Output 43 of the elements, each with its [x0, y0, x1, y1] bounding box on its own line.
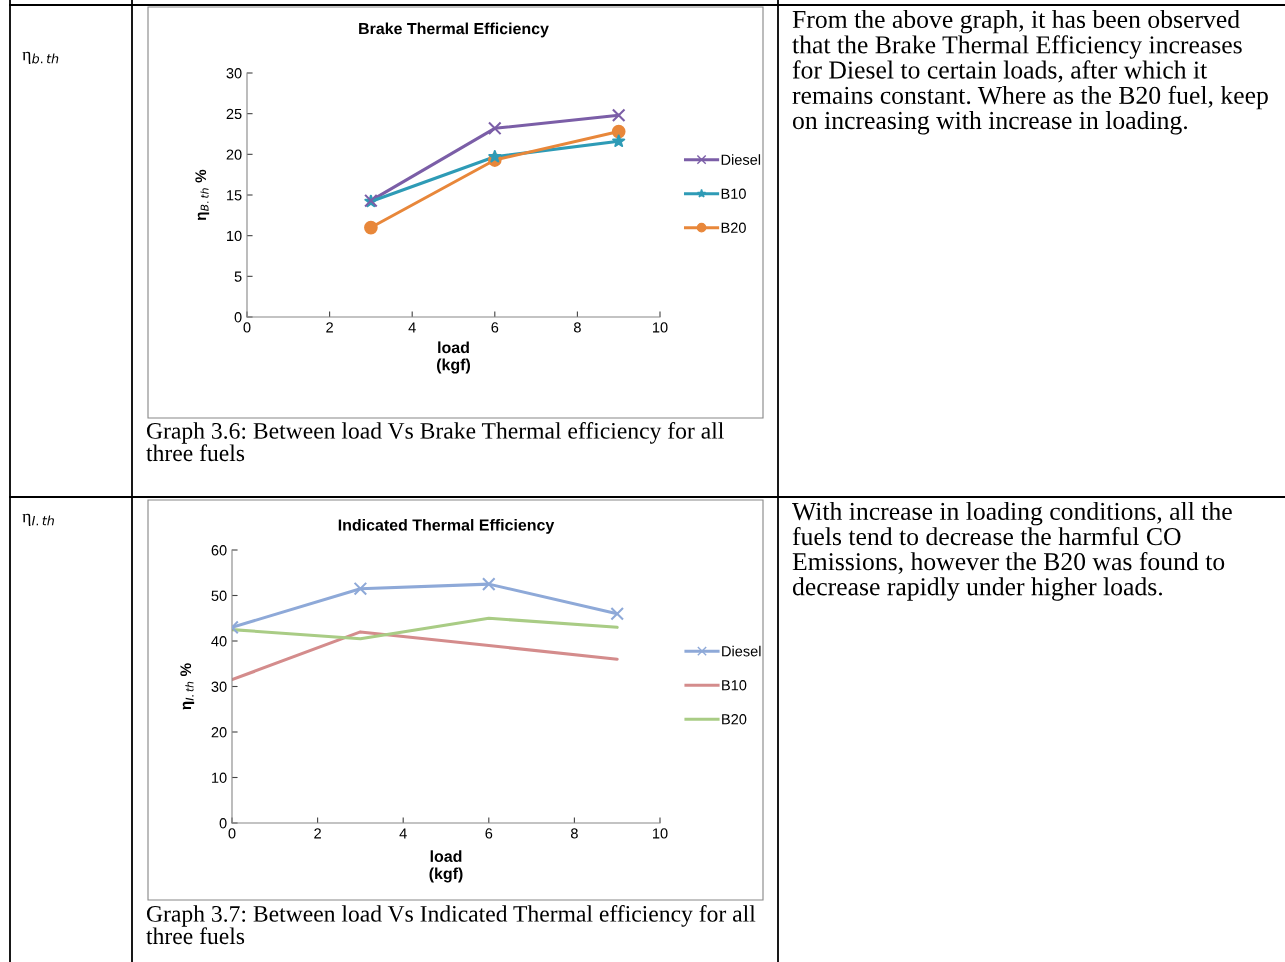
x-tick-label: 4: [399, 828, 407, 839]
x-axis-title: load (kgf): [437, 341, 471, 374]
y-tick-label: 50: [211, 590, 227, 601]
legend-label: B10: [722, 680, 747, 691]
legend-label: B20: [722, 714, 747, 725]
x-tick-label: 2: [314, 828, 321, 839]
y-axis-title: η$_{B.th}$ %: [195, 169, 210, 221]
legend-label: B10: [721, 188, 746, 199]
y-tick-label: 20: [226, 149, 242, 160]
x-tick-label: 10: [653, 828, 668, 839]
x-tick-label: 8: [570, 828, 578, 839]
y-tick-label: 30: [211, 681, 227, 692]
y-tick-label: 0: [219, 818, 227, 829]
chart-title: Indicated Thermal Efficiency: [338, 518, 555, 534]
x-tick-label: 6: [485, 828, 493, 839]
caption: Graph 3.7: Between load Vs Indicated Thermal efficiency for all three fuels: [146, 905, 756, 945]
x-axis-title: load (kgf): [429, 850, 463, 883]
legend-label: Diesel: [722, 645, 761, 657]
y-tick-label: 30: [226, 68, 242, 79]
y-tick-label: 5: [234, 271, 242, 282]
y-tick-label: 25: [226, 108, 242, 120]
x-tick-label: 0: [243, 322, 251, 333]
caption: Graph 3.6: Between load Vs Brake Thermal efficiency for all three fuels: [146, 422, 724, 462]
y-tick-label: 15: [227, 190, 242, 201]
y-tick-label: 10: [212, 772, 227, 783]
x-tick-label: 10: [653, 322, 668, 333]
y-tick-label: 40: [211, 636, 227, 647]
y-tick-label: 10: [227, 230, 242, 242]
text: With increase in loading conditions, all the fuels tend to decrease the harmful CO Emissions, however the B20 was found to decrease rapidly under higher loads.: [792, 502, 1232, 601]
x-tick-label: 6: [491, 322, 499, 333]
text: From the above graph, it has been observed that the Brake Thermal Efficiency increases for Diesel to certain loads, after which it remains constant. Where as the B20 fuel, keep on increasing with increase in loading.: [792, 10, 1268, 135]
x-tick-label: 8: [573, 322, 581, 333]
y-tick-label: 60: [211, 545, 227, 556]
legend-label: Diesel: [721, 154, 761, 165]
x-tick-label: 4: [408, 322, 416, 333]
text: η$_{I.th}$: [22, 513, 54, 527]
legend-label: B20: [721, 222, 746, 233]
y-tick-label: 20: [211, 727, 227, 738]
y-tick-label: 0: [234, 312, 242, 323]
text: η$_{b.th}$: [22, 51, 59, 65]
chart-title: Brake Thermal Efficiency: [359, 22, 549, 38]
y-axis-title: η$_{I.th}$ %: [180, 663, 195, 710]
x-tick-label: 2: [326, 322, 333, 333]
